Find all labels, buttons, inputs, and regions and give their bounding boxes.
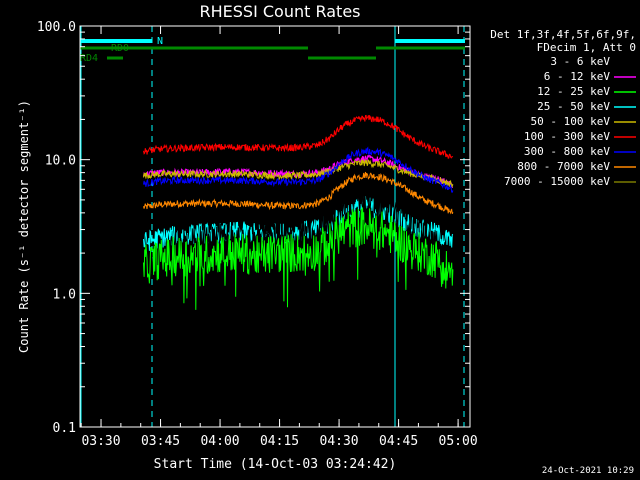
date-stamp: 24-Oct-2021 10:29 bbox=[541, 466, 634, 476]
x-tick-label: 05:00 bbox=[439, 434, 478, 449]
x-tick-label: 04:30 bbox=[320, 434, 359, 449]
legend-item-label: 3 - 6 keV bbox=[550, 55, 610, 68]
y-tick-label: 0.1 bbox=[53, 421, 76, 436]
legend-item: 800 - 7000 keV bbox=[476, 159, 636, 174]
series-line-5 bbox=[143, 114, 454, 159]
night-flag-label: N bbox=[157, 36, 163, 47]
series-line-6 bbox=[143, 146, 454, 193]
x-tick-label: 04:45 bbox=[379, 434, 418, 449]
legend-item: 25 - 50 keV bbox=[476, 99, 636, 114]
legend-swatch bbox=[614, 105, 636, 108]
legend-item: 6 - 12 keV bbox=[476, 69, 636, 84]
axis-ticks: 03:30 03:45 04:00 04:15 04:30 04:45 05:00 0.1 1.… bbox=[37, 20, 478, 449]
legend-item: 7000 - 15000 keV bbox=[476, 174, 636, 189]
x-tick-label: 03:45 bbox=[141, 434, 180, 449]
legend: Det 1f,3f,4f,5f,6f,9f, FDecim 1, Att 0 3… bbox=[476, 28, 636, 189]
legend-swatch bbox=[614, 60, 636, 63]
legend-item-label: 300 - 800 keV bbox=[523, 145, 610, 158]
legend-item: 100 - 300 keV bbox=[476, 129, 636, 144]
x-tick-label: 04:00 bbox=[200, 434, 239, 449]
legend-swatch bbox=[614, 165, 636, 168]
chart-title: RHESSI Count Rates bbox=[199, 2, 361, 21]
legend-item-label: 12 - 25 keV bbox=[537, 85, 610, 98]
series-line-3 bbox=[143, 196, 454, 251]
legend-item: 12 - 25 keV bbox=[476, 84, 636, 99]
y-tick-label: 100.0 bbox=[37, 20, 76, 35]
legend-swatch bbox=[614, 120, 636, 123]
y-tick-label: 10.0 bbox=[45, 154, 76, 169]
legend-swatch bbox=[614, 75, 636, 78]
x-axis-label: Start Time (14-Oct-03 03:24:42) bbox=[154, 457, 397, 472]
legend-item-label: 7000 - 15000 keV bbox=[504, 175, 610, 188]
legend-item-label: 50 - 100 keV bbox=[530, 115, 610, 128]
series-lines bbox=[143, 114, 454, 310]
legend-swatch bbox=[614, 180, 636, 183]
x-tick-label: 04:15 bbox=[260, 434, 299, 449]
series-line-7 bbox=[143, 171, 454, 215]
legend-item: 50 - 100 keV bbox=[476, 114, 636, 129]
legend-header-line-1: Det 1f,3f,4f,5f,6f,9f, bbox=[490, 28, 636, 41]
series-line-2 bbox=[143, 207, 454, 310]
rd4-flag-label: RD4 bbox=[80, 53, 98, 64]
plot-frame bbox=[79, 25, 471, 428]
legend-item-label: 6 - 12 keV bbox=[543, 70, 610, 83]
legend-item: 3 - 6 keV bbox=[476, 54, 636, 69]
legend-item-label: 25 - 50 keV bbox=[537, 100, 610, 113]
y-axis-label: Count Rate (s⁻¹ detector segment⁻¹) bbox=[17, 100, 31, 353]
legend-swatch bbox=[614, 135, 636, 138]
legend-item-label: 800 - 7000 keV bbox=[517, 160, 610, 173]
legend-swatch bbox=[614, 150, 636, 153]
legend-item-label: 100 - 300 keV bbox=[523, 130, 610, 143]
series-line-4 bbox=[143, 158, 454, 188]
legend-header-line-2: FDecim 1, Att 0 bbox=[536, 41, 636, 54]
legend-swatch bbox=[614, 90, 636, 93]
legend-item: 300 - 800 keV bbox=[476, 144, 636, 159]
attenuator-flags: N RD0 RD4 bbox=[80, 36, 465, 64]
rd0-flag-label: RD0 bbox=[111, 43, 129, 54]
x-tick-label: 03:30 bbox=[81, 434, 120, 449]
y-tick-label: 1.0 bbox=[53, 287, 76, 302]
